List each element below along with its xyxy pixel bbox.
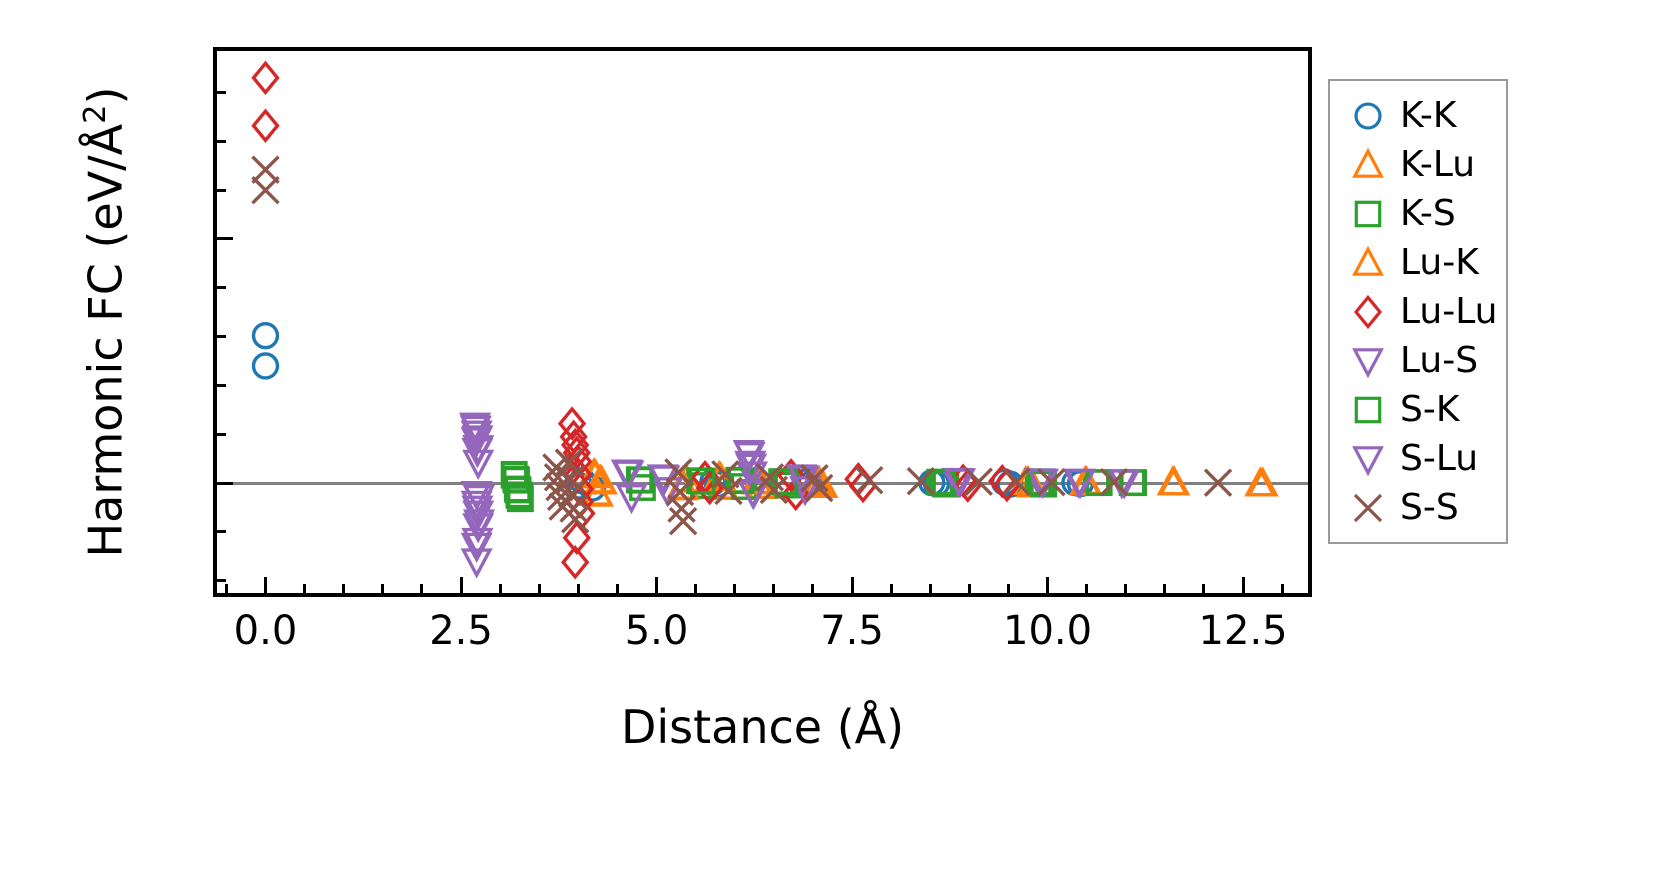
y-axis-minor-tick: [216, 579, 226, 583]
x-axis-minor-tick: [420, 584, 424, 594]
legend-item-lu-lu[interactable]: Lu-Lu: [1330, 287, 1506, 336]
legend-box[interactable]: K-K K-Lu K-S Lu-K Lu-Lu Lu-S S-K S-Lu S-S: [1328, 79, 1508, 544]
x-axis-tick-label: 2.5: [429, 608, 493, 654]
diamond-icon: [1346, 290, 1390, 334]
y-axis-title-main: Harmonic FC (eV/Å: [78, 123, 133, 558]
scatter-points-layer: [251, 60, 1279, 580]
x-axis-minor-tick: [576, 584, 580, 594]
y-axis-minor-tick: [216, 188, 226, 192]
x-axis-title: Distance (Å): [620, 700, 905, 754]
y-axis-minor-tick: [216, 432, 226, 436]
legend-item-label: Lu-K: [1400, 242, 1479, 283]
y-axis-major-tick: [216, 237, 233, 241]
triangle-up-icon: [1346, 241, 1390, 285]
x-axis-major-tick: [263, 577, 267, 594]
x-axis-minor-tick: [537, 584, 541, 594]
scatter-series-s-s: [251, 155, 1233, 536]
x-axis-minor-tick: [733, 584, 737, 594]
legend-item-label: K-S: [1400, 193, 1456, 234]
x-axis-minor-tick: [1280, 584, 1284, 594]
plot-area: [217, 51, 1308, 593]
y-axis-minor-tick: [216, 139, 226, 143]
circle-icon: [1346, 94, 1390, 138]
legend-item-label: S-Lu: [1400, 438, 1479, 479]
x-axis-tick-label: 7.5: [820, 608, 884, 654]
x-axis-minor-tick: [498, 584, 502, 594]
x-axis-minor-tick: [967, 584, 971, 594]
x-axis-minor-tick: [928, 584, 932, 594]
x-axis-minor-tick: [1202, 584, 1206, 594]
x-axis-major-tick: [850, 577, 854, 594]
x-axis-minor-tick: [615, 584, 619, 594]
legend-item-label: K-Lu: [1400, 144, 1476, 185]
legend-item-s-k[interactable]: S-K: [1330, 385, 1506, 434]
y-axis-minor-tick: [216, 91, 226, 94]
x-axis-minor-tick: [694, 584, 698, 594]
x-axis-minor-tick: [224, 584, 228, 594]
x-axis-minor-tick: [889, 584, 893, 594]
triangle-up-icon: [1346, 143, 1390, 187]
x-axis-major-tick: [655, 577, 659, 594]
square-icon: [1346, 192, 1390, 236]
legend-item-k-k[interactable]: K-K: [1330, 91, 1506, 140]
legend-item-k-s[interactable]: K-S: [1330, 189, 1506, 238]
y-axis-minor-tick: [216, 335, 226, 339]
y-axis-major-tick: [216, 481, 233, 485]
legend-item-label: S-S: [1400, 487, 1459, 528]
x-axis-minor-tick: [342, 584, 346, 594]
legend-item-label: S-K: [1400, 389, 1460, 430]
x-axis-minor-tick: [381, 584, 385, 594]
x-axis-tick-label: 10.0: [1003, 608, 1093, 654]
scatter-series-lu-lu: [251, 60, 1022, 580]
y-axis-title-tail: ): [78, 86, 133, 105]
y-axis-minor-tick: [216, 286, 226, 290]
x-axis-minor-tick: [1085, 584, 1089, 594]
x-axis-major-tick: [459, 577, 463, 594]
legend-item-s-lu[interactable]: S-Lu: [1330, 434, 1506, 483]
x-axis-minor-tick: [772, 584, 776, 594]
x-axis-minor-tick: [1124, 584, 1128, 594]
plot-axes: [213, 47, 1312, 597]
triangle-down-icon: [1346, 437, 1390, 481]
x-axis-minor-tick: [1006, 584, 1010, 594]
x-axis-tick-label: 5.0: [624, 608, 689, 654]
x-axis-minor-tick: [811, 584, 815, 594]
x-axis-minor-tick: [303, 584, 307, 594]
legend-item-s-s[interactable]: S-S: [1330, 483, 1506, 532]
legend-item-label: Lu-S: [1400, 340, 1479, 381]
legend-item-label: K-K: [1400, 95, 1457, 136]
y-axis-title-exponent: 2: [78, 104, 113, 124]
y-axis-title: Harmonic FC (eV/Å2): [64, 47, 132, 597]
y-axis-minor-tick: [216, 383, 226, 387]
x-axis-minor-tick: [1163, 584, 1167, 594]
square-icon: [1346, 388, 1390, 432]
legend-item-label: Lu-Lu: [1400, 291, 1498, 332]
x-axis-major-tick: [1241, 577, 1245, 594]
x-axis-tick-label: 0.0: [233, 608, 298, 654]
x-axis-major-tick: [1046, 577, 1050, 594]
legend-item-lu-k[interactable]: Lu-K: [1330, 238, 1506, 287]
triangle-down-icon: [1346, 339, 1390, 383]
legend-item-k-lu[interactable]: K-Lu: [1330, 140, 1506, 189]
y-axis-minor-tick: [216, 530, 226, 534]
x-icon: [1346, 486, 1390, 530]
legend-item-lu-s[interactable]: Lu-S: [1330, 336, 1506, 385]
x-axis-tick-label: 12.5: [1198, 608, 1288, 654]
